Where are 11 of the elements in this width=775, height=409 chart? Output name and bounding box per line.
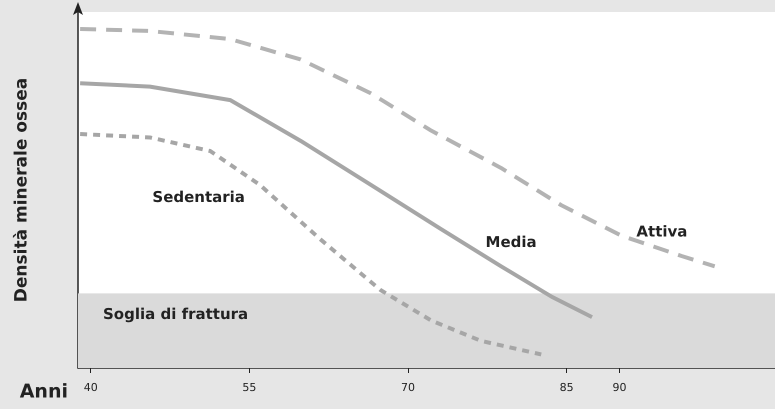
series-label: Attiva xyxy=(636,222,688,241)
series-label: Media xyxy=(486,232,537,251)
x-tick-label: 70 xyxy=(400,381,415,394)
series-label: Sedentaria xyxy=(152,188,245,206)
y-axis-title: Densità minerale ossea xyxy=(12,78,32,302)
band-label: Soglia di frattura xyxy=(103,304,248,323)
x-axis-title: Anni xyxy=(20,380,68,402)
x-tick-label: 90 xyxy=(612,381,627,394)
x-tick-label: 40 xyxy=(84,381,98,394)
x-tick-label: 85 xyxy=(560,381,574,394)
x-tick-label: 55 xyxy=(242,381,256,394)
